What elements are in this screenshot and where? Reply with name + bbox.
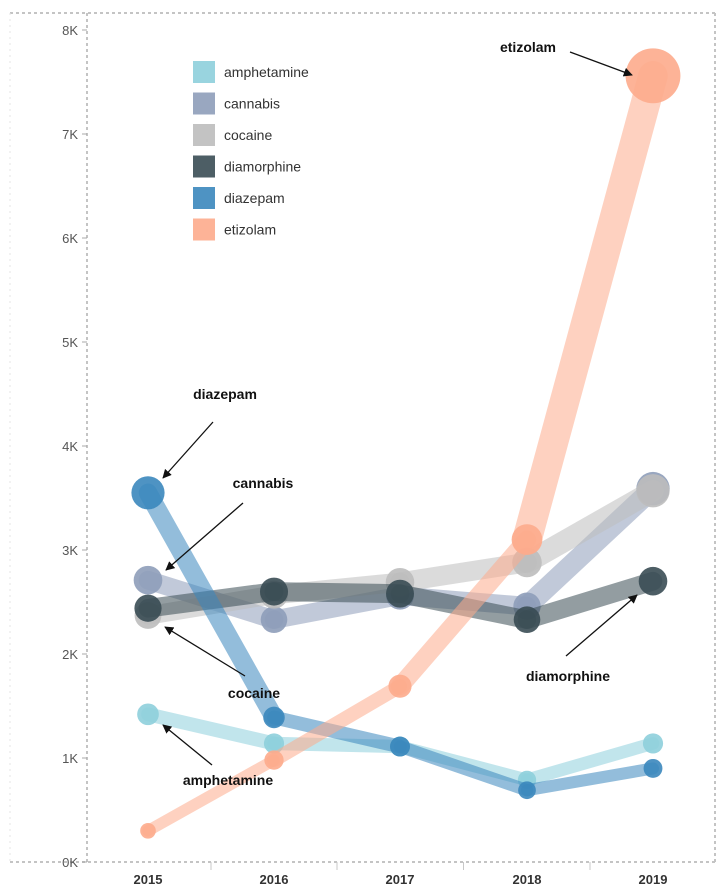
annotation-cocaine: cocaine (164, 626, 280, 701)
series-segment-diazepam (393, 740, 534, 797)
data-point-amphetamine (642, 733, 664, 754)
x-tick-label: 2015 (134, 872, 163, 887)
series-segment-cocaine (516, 480, 664, 574)
annotation-amphetamine: amphetamine (162, 724, 273, 788)
y-tick-label: 0K (62, 855, 78, 870)
series-segment-diazepam (520, 762, 660, 797)
annotation-arrow (165, 502, 244, 571)
annotation-label: cannabis (233, 475, 294, 491)
series-segment-amphetamine (141, 707, 281, 751)
annotation-label: etizolam (500, 39, 556, 55)
data-point-cannabis (260, 606, 288, 633)
x-tick-label: 2016 (260, 872, 289, 887)
legend-label-amphetamine: amphetamine (224, 64, 309, 80)
data-point-diamorphine (513, 606, 541, 633)
y-tick-label: 2K (62, 647, 78, 662)
data-point-etizolam (625, 48, 681, 104)
legend-swatch-cannabis (193, 92, 215, 115)
annotation-cannabis: cannabis (165, 475, 294, 571)
data-point-etizolam (264, 750, 284, 770)
y-tick-label: 6K (62, 231, 78, 246)
annotation-label: diazepam (193, 386, 257, 402)
annotation-label: amphetamine (183, 772, 273, 788)
legend-label-diamorphine: diamorphine (224, 159, 301, 175)
annotations: etizolam diazepam cannabis cocaine diamorphi… (162, 39, 638, 788)
series-segment-diazepam (267, 710, 407, 754)
legend-label-cannabis: cannabis (224, 96, 280, 112)
data-point-diamorphine (638, 566, 668, 596)
data-point-diamorphine (134, 594, 162, 622)
data-point-amphetamine (263, 733, 285, 754)
legend-swatch-diamorphine (193, 155, 215, 178)
annotation-arrow (162, 724, 213, 766)
y-tick-label: 3K (62, 543, 78, 558)
series-diazepam (131, 476, 663, 800)
x-tick-label: 2018 (513, 872, 542, 887)
x-axis: 2015 2016 2017 2018 2019 (134, 872, 668, 887)
series-etizolam (140, 48, 681, 839)
series-segment-etizolam (512, 61, 668, 555)
annotation-arrow (569, 51, 633, 77)
series-segment-diamorphine (264, 582, 410, 604)
legend-swatch-etizolam (193, 218, 215, 241)
data-point-cannabis (133, 565, 163, 595)
data-point-etizolam (388, 674, 412, 698)
legend-swatch-amphetamine (193, 61, 215, 83)
data-point-cocaine (636, 474, 670, 508)
series-segment-amphetamine (520, 737, 660, 787)
series-segment-diamorphine (517, 571, 663, 630)
data-point-diazepam (643, 758, 663, 778)
legend-label-etizolam: etizolam (224, 222, 276, 238)
series-segment-etizolam (390, 530, 537, 696)
annotation-diamorphine: diamorphine (526, 594, 638, 684)
legend: amphetamine cannabis cocaine diamorphine dia… (193, 61, 309, 241)
legend-swatch-diazepam (193, 187, 215, 209)
series-segment-etizolam (266, 679, 408, 768)
data-point-etizolam (140, 822, 156, 839)
x-tick-label: 2019 (639, 872, 668, 887)
data-point-diazepam (263, 706, 285, 729)
legend-swatch-cocaine (193, 124, 215, 146)
annotation-diazepam: diazepam (162, 386, 257, 479)
y-tick-label: 8K (62, 23, 78, 38)
annotation-label: diamorphine (526, 668, 610, 684)
x-gridlines (210, 862, 591, 870)
y-tick-label: 5K (62, 335, 78, 350)
legend-label-cocaine: cocaine (224, 127, 272, 143)
data-point-diazepam (518, 781, 536, 800)
data-point-diamorphine (386, 579, 414, 608)
data-point-diazepam (131, 476, 165, 510)
y-axis: 0K 1K 2K 3K 4K 5K 6K 7K 8K (62, 23, 87, 870)
annotation-arrow (565, 594, 638, 657)
annotation-arrow (162, 421, 214, 479)
series-segment-etizolam (142, 754, 280, 837)
legend-label-diazepam: diazepam (224, 190, 285, 206)
series-segment-diazepam (138, 483, 284, 727)
data-point-etizolam (511, 524, 543, 555)
y-tick-label: 4K (62, 439, 78, 454)
y-tick-label: 7K (62, 127, 78, 142)
y-tick-label: 1K (62, 751, 78, 766)
data-point-diamorphine (259, 577, 289, 606)
x-tick-label: 2017 (386, 872, 415, 887)
data-point-amphetamine (137, 703, 159, 726)
series-layer (131, 48, 681, 839)
annotation-arrow (164, 626, 246, 677)
annotation-etizolam: etizolam (500, 39, 633, 77)
annotation-label: cocaine (228, 685, 280, 701)
data-point-diazepam (390, 736, 410, 757)
